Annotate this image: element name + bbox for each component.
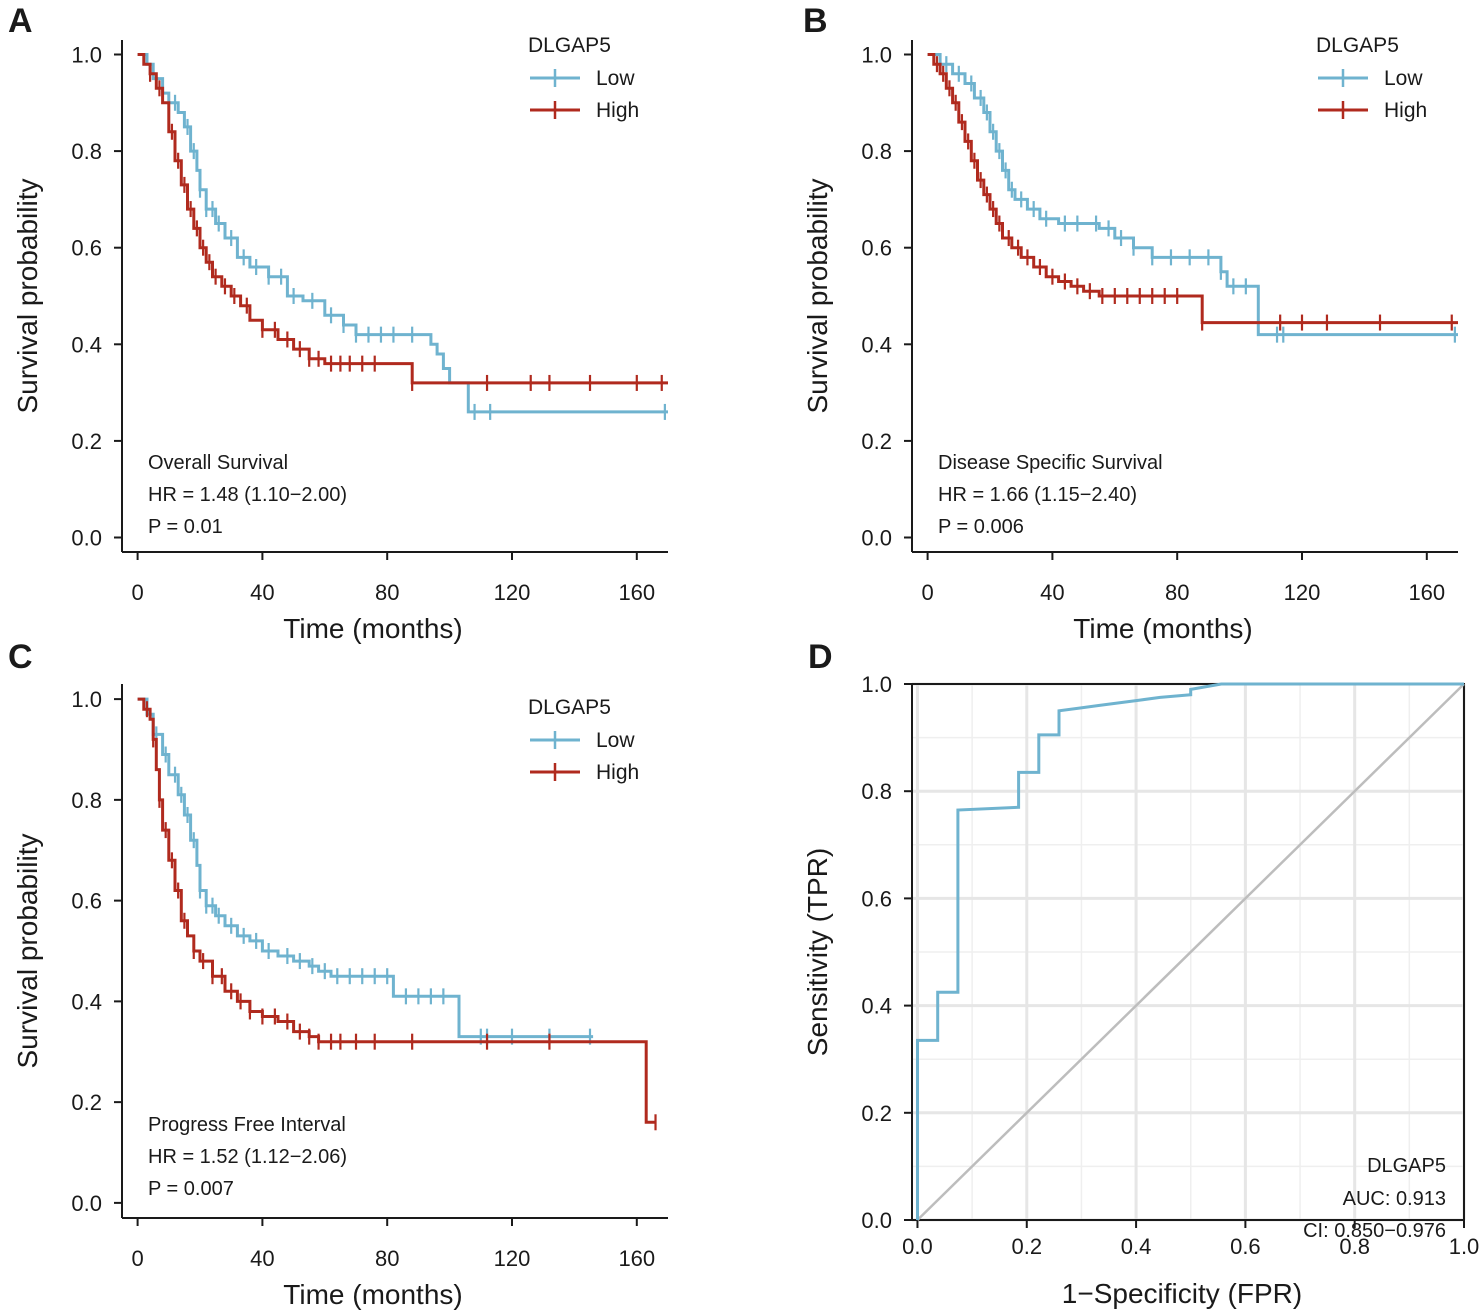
panel-b: B 0 40 80 120 160 0.0 0.2 0.4 0.6 0.8 1.0 Time (mon… (802, 2, 1458, 644)
y-tick-label: 0.6 (71, 889, 102, 914)
y-tick-label: 0.8 (71, 788, 102, 813)
series-low (137, 697, 594, 1045)
y-tick-label: 0.2 (861, 429, 892, 454)
stats-annotation-line: HR = 1.48 (1.10−2.00) (148, 484, 347, 506)
y-axis-title: Sensitivity (TPR) (802, 848, 833, 1056)
y-tick-label: 0.0 (861, 526, 892, 551)
roc-curve (916, 682, 1464, 1220)
panel-label: D (808, 638, 833, 676)
y-tick-label: 1.0 (71, 42, 102, 67)
y-tick-label: 0.2 (861, 1101, 892, 1126)
panel-label: A (8, 2, 33, 40)
survival-curve-low (927, 53, 1458, 337)
x-tick-label: 0 (131, 580, 143, 605)
x-tick-label: 120 (494, 580, 531, 605)
series-high (137, 697, 657, 1131)
plot-border (911, 683, 1465, 1221)
x-tick-label: 40 (1040, 580, 1064, 605)
legend-label: High (596, 99, 639, 122)
x-tick-label: 120 (494, 1246, 531, 1271)
x-axis-title: Time (months) (283, 1279, 462, 1310)
x-axis-title: Time (months) (283, 613, 462, 644)
legend-title: DLGAP5 (528, 696, 611, 719)
legend-label: High (1384, 99, 1427, 122)
roc-annotation-line: CI: 0.850−0.976 (1303, 1220, 1446, 1242)
panel-a: A 0 40 80 120 160 0.0 0.2 0.4 0.6 0.8 1.0 Time (mon… (8, 2, 668, 644)
y-tick-label: 0.4 (71, 989, 102, 1014)
y-tick-label: 0.4 (861, 332, 892, 357)
stats-annotation-line: Disease Specific Survival (938, 452, 1163, 474)
panel-label: B (803, 2, 828, 40)
stats-annotation-line: Progress Free Interval (148, 1114, 346, 1136)
series-low (927, 53, 1458, 343)
x-tick-label: 0.2 (1011, 1234, 1042, 1259)
y-tick-label: 1.0 (861, 42, 892, 67)
x-tick-label: 1.0 (1449, 1234, 1479, 1259)
series-high (137, 53, 668, 391)
x-tick-label: 0 (921, 580, 933, 605)
x-tick-label: 0.8 (1339, 1234, 1370, 1259)
y-tick-label: 0.8 (861, 779, 892, 804)
x-axis-title: 1−Specificity (FPR) (1062, 1278, 1302, 1309)
y-tick-label: 0.8 (861, 139, 892, 164)
x-tick-label: 160 (618, 580, 655, 605)
y-tick-label: 0.4 (861, 994, 892, 1019)
stats-annotation-line: Overall Survival (148, 452, 288, 474)
y-tick-label: 0.6 (861, 236, 892, 261)
x-tick-label: 80 (1165, 580, 1189, 605)
x-tick-label: 0 (131, 1246, 143, 1271)
y-tick-label: 0.6 (861, 886, 892, 911)
y-tick-label: 0.2 (71, 1090, 102, 1115)
y-axis-title: Survival probability (802, 179, 833, 414)
y-tick-label: 0.0 (71, 526, 102, 551)
y-tick-label: 0.8 (71, 139, 102, 164)
legend-label: High (596, 761, 639, 784)
legend-title: DLGAP5 (528, 34, 611, 57)
series-high (927, 53, 1458, 331)
y-tick-label: 0.0 (861, 1208, 892, 1233)
legend-label: Low (1384, 67, 1423, 90)
legend-label: Low (596, 67, 635, 90)
stats-annotation-line: P = 0.006 (938, 516, 1024, 538)
x-tick-label: 120 (1284, 580, 1321, 605)
x-tick-label: 0.4 (1121, 1234, 1152, 1259)
y-tick-label: 1.0 (861, 672, 892, 697)
x-tick-label: 80 (375, 580, 399, 605)
y-tick-label: 1.0 (71, 687, 102, 712)
x-tick-label: 40 (250, 1246, 274, 1271)
y-tick-label: 0.4 (71, 332, 102, 357)
x-tick-label: 80 (375, 1246, 399, 1271)
x-tick-label: 0.0 (902, 1234, 933, 1259)
roc-annotation-line: DLGAP5 (1367, 1155, 1446, 1177)
legend-title: DLGAP5 (1316, 34, 1399, 57)
reference-diagonal-line (916, 683, 1465, 1221)
series-low (137, 53, 668, 420)
x-tick-label: 40 (250, 580, 274, 605)
y-tick-label: 0.6 (71, 236, 102, 261)
x-axis-title: Time (months) (1073, 613, 1252, 644)
roc-annotation-line: AUC: 0.913 (1343, 1188, 1446, 1210)
stats-annotation-line: HR = 1.52 (1.12−2.06) (148, 1146, 347, 1168)
y-axis-title: Survival probability (12, 834, 43, 1069)
panel-label: C (8, 638, 33, 676)
survival-curve-low (137, 53, 668, 414)
legend-label: Low (596, 729, 635, 752)
survival-curve-low (137, 697, 594, 1039)
x-tick-label: 0.6 (1230, 1234, 1261, 1259)
x-tick-label: 160 (1408, 580, 1445, 605)
stats-annotation-line: P = 0.007 (148, 1178, 234, 1200)
y-tick-label: 0.2 (71, 429, 102, 454)
y-tick-label: 0.0 (71, 1191, 102, 1216)
stats-annotation-line: P = 0.01 (148, 516, 223, 538)
survival-curve-high (927, 53, 1458, 325)
x-tick-label: 160 (618, 1246, 655, 1271)
stats-annotation-line: HR = 1.66 (1.15−2.40) (938, 484, 1137, 506)
panel-d: D 0.0 0.2 0.4 0.6 0.8 1.0 0.0 0.2 0.4 0.6 0.8 1.0 1−… (802, 638, 1479, 1309)
y-axis-title: Survival probability (12, 179, 43, 414)
panel-c: C 0 40 80 120 160 0.0 0.2 0.4 0.6 0.8 1.0 Time (mon… (8, 638, 668, 1310)
